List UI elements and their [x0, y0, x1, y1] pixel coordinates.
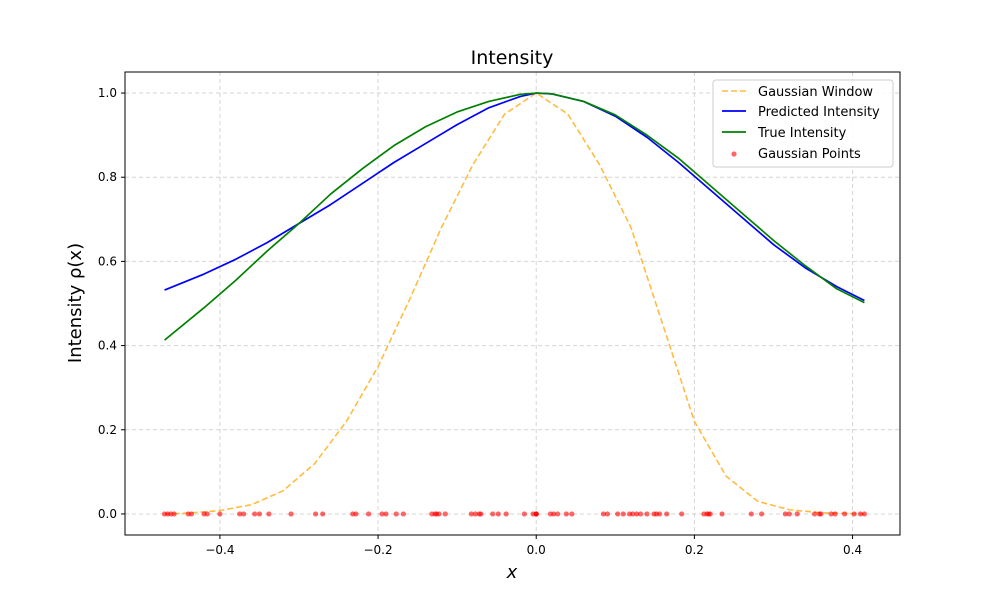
gaussian-window-line: [164, 92, 865, 515]
y-tick-label: 1.0: [98, 86, 117, 100]
gaussian-point: [312, 511, 319, 517]
y-axis-label: Intensity ρ(x): [65, 243, 86, 363]
gaussian-point: [664, 511, 670, 517]
gaussian-point: [811, 511, 818, 517]
legend-label-gaussian-window: Gaussian Window: [758, 85, 873, 100]
legend-label-true-intensity: True Intensity: [757, 126, 847, 141]
y-tick-label: 0.6: [98, 254, 117, 268]
y-tick-label: 0.2: [98, 423, 117, 437]
x-tick-label: −0.4: [205, 543, 234, 557]
legend: Gaussian Window Predicted Intensity True…: [712, 79, 894, 168]
gaussian-point: [217, 511, 223, 517]
gaussian-point: [436, 511, 442, 517]
gaussian-point: [857, 511, 864, 517]
gaussian-point: [266, 511, 272, 517]
gaussian-point: [188, 511, 195, 517]
gaussian-point: [353, 511, 359, 517]
gaussian-point: [634, 511, 640, 517]
gaussian-point: [533, 511, 539, 517]
gaussian-point: [551, 511, 557, 517]
legend-label-gaussian-points: Gaussian Points: [758, 147, 861, 162]
gaussian-point: [442, 511, 448, 517]
gaussian-point: [719, 511, 725, 517]
gaussian-point: [204, 511, 210, 517]
gaussian-point: [241, 511, 247, 517]
x-tick-label: 0.4: [843, 543, 862, 557]
gaussian-point: [554, 511, 561, 517]
gaussian-point: [679, 511, 685, 517]
y-tick-label: 0.8: [98, 170, 117, 184]
gaussian-point: [252, 511, 258, 517]
gaussian-point: [503, 511, 509, 517]
plot-frame: [124, 71, 901, 536]
gaussian-point: [237, 511, 243, 517]
gaussian-point: [383, 511, 389, 517]
gaussian-point: [320, 511, 326, 517]
gaussian-point: [521, 511, 527, 517]
y-tick-label: 0.0: [98, 507, 117, 521]
legend-label-predicted-intensity: Predicted Intensity: [758, 105, 880, 120]
gaussian-point: [256, 511, 263, 517]
gaussian-point: [400, 511, 406, 517]
gaussian-point: [604, 511, 611, 517]
gaussian-point: [842, 511, 848, 517]
gaussian-point: [759, 511, 765, 517]
gaussian-point: [828, 511, 834, 517]
gaussian-point: [569, 511, 575, 517]
gaussian-point: [379, 511, 385, 517]
gaussian-point: [656, 511, 663, 517]
gaussian-point: [832, 511, 838, 517]
gaussian-point: [861, 511, 868, 517]
predicted-intensity-line: [164, 92, 865, 302]
gaussian-point: [638, 511, 644, 517]
gaussian-point: [365, 511, 372, 517]
chart-title: Intensity: [471, 47, 554, 69]
gaussian-point: [478, 511, 484, 517]
x-tick-label: −0.2: [363, 543, 392, 557]
x-tick-label: 0.0: [527, 543, 546, 557]
gaussian-point: [288, 511, 294, 517]
gaussian-point: [851, 511, 857, 517]
gaussian-point: [490, 511, 496, 517]
gaussian-point: [794, 511, 800, 517]
legend-swatch-gaussian-points: [731, 151, 737, 157]
x-axis-label: x: [506, 562, 518, 583]
gaussian-point: [171, 511, 177, 517]
gaussian-point: [495, 511, 501, 517]
gaussian-point: [620, 511, 626, 517]
gaussian-point: [472, 511, 478, 517]
gaussian-point: [468, 511, 474, 517]
gaussian-point: [748, 511, 754, 517]
gaussian-point: [563, 511, 569, 517]
gaussian-point: [615, 511, 621, 517]
x-axis-ticks: −0.4 −0.2 0.0 0.2 0.4: [205, 535, 862, 557]
gaussian-point: [630, 511, 636, 517]
gaussian-point: [707, 511, 713, 517]
gaussian-point: [818, 511, 824, 517]
y-tick-label: 0.4: [98, 339, 117, 353]
gaussian-point: [786, 511, 792, 517]
plot-series: [161, 92, 868, 517]
gaussian-point: [600, 511, 607, 517]
gaussian-point: [782, 511, 788, 517]
y-axis-ticks: 0.0 0.2 0.4 0.6 0.8 1.0: [98, 86, 125, 521]
gaussian-point: [644, 511, 650, 517]
true-intensity-line: [164, 92, 865, 341]
gaussian-point: [393, 511, 399, 517]
x-tick-label: 0.2: [685, 543, 704, 557]
legend-box: [712, 79, 894, 168]
